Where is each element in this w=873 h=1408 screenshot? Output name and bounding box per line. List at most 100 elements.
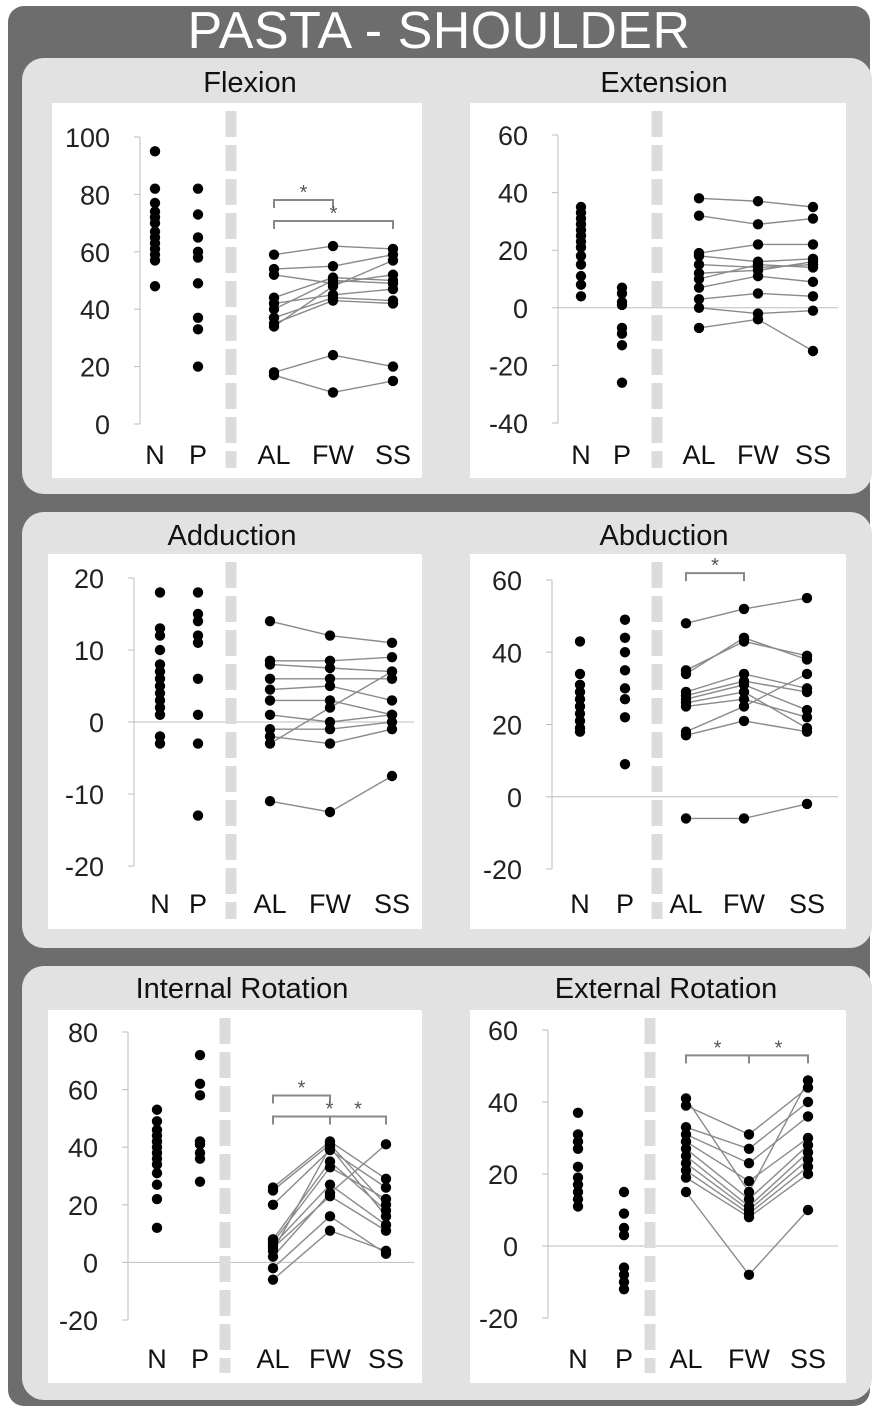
plot-area: [48, 1010, 422, 1383]
data-point-fw: [324, 1179, 336, 1190]
y-tick-label: -20: [65, 852, 104, 882]
category-label-ss: SS: [375, 440, 411, 470]
category-label-ss: SS: [374, 889, 410, 919]
data-point-n: [154, 666, 166, 677]
y-tick-label: 0: [95, 410, 110, 440]
data-point-ss: [802, 1140, 814, 1151]
y-tick-label: 20: [68, 1191, 98, 1221]
chart-title: Extension: [600, 67, 727, 99]
data-point-ss: [802, 1096, 814, 1108]
data-point-p: [618, 1186, 630, 1198]
data-point-n: [574, 708, 586, 719]
data-point-al: [267, 1274, 279, 1285]
data-point-al: [693, 250, 705, 262]
data-point-p: [618, 1276, 630, 1288]
chart-title: Internal Rotation: [136, 973, 349, 1005]
significance-bracket: [273, 220, 394, 230]
data-point-fw: [752, 288, 764, 299]
data-point-fw: [324, 702, 336, 713]
data-point-ss: [802, 1154, 814, 1165]
data-point-p: [192, 616, 204, 627]
category-label-p: P: [189, 889, 207, 919]
data-point-n: [154, 623, 166, 634]
data-point-n: [149, 217, 161, 229]
data-point-fw: [743, 1158, 755, 1169]
data-point-ss: [387, 298, 399, 309]
y-tick-label: 100: [65, 123, 110, 153]
category-label-ss: SS: [368, 1344, 404, 1374]
data-point-n: [151, 1167, 163, 1179]
y-tick-label: 10: [74, 636, 104, 666]
data-point-n: [151, 1222, 163, 1234]
chart-title: External Rotation: [555, 973, 777, 1005]
y-tick-label: 80: [68, 1018, 98, 1048]
data-point-ss: [386, 637, 398, 648]
data-point-fw: [324, 680, 336, 692]
y-tick-label: -20: [483, 855, 522, 885]
data-point-n: [575, 279, 587, 290]
category-label-n: N: [571, 440, 591, 470]
y-tick-label: 40: [80, 295, 110, 325]
data-point-al: [264, 616, 276, 627]
data-point-fw: [738, 686, 750, 698]
data-point-p: [192, 608, 204, 620]
data-point-fw: [743, 1194, 755, 1205]
category-label-ss: SS: [790, 1344, 826, 1374]
data-point-al: [680, 1129, 692, 1140]
data-point-ss: [802, 1168, 814, 1180]
data-point-al: [268, 321, 280, 332]
data-point-ss: [807, 305, 819, 316]
data-point-fw: [752, 196, 764, 207]
data-point-n: [572, 1136, 584, 1147]
data-point-al: [268, 370, 280, 381]
data-point-al: [264, 796, 276, 807]
y-tick-label: 60: [492, 566, 522, 596]
data-point-p: [192, 252, 204, 263]
data-point-p: [194, 1090, 206, 1101]
data-point-p: [192, 630, 204, 641]
data-point-al: [693, 273, 705, 285]
data-point-n: [572, 1107, 584, 1119]
data-point-p: [192, 810, 204, 821]
y-tick-label: -20: [489, 351, 528, 381]
data-point-fw: [324, 738, 336, 749]
data-point-al: [693, 210, 705, 221]
data-point-p: [192, 324, 204, 335]
data-point-fw: [743, 1143, 755, 1155]
data-point-ss: [807, 262, 819, 273]
data-point-p: [192, 361, 204, 372]
data-point-p: [618, 1222, 630, 1234]
data-point-p: [619, 683, 631, 694]
data-point-al: [693, 302, 705, 313]
data-point-al: [268, 249, 280, 260]
data-point-n: [154, 587, 166, 598]
data-point-ss: [807, 345, 819, 357]
data-point-fw: [743, 1176, 755, 1187]
data-point-fw: [752, 239, 764, 250]
y-tick-label: 0: [507, 783, 522, 813]
data-point-ss: [801, 592, 813, 604]
category-label-fw: FW: [309, 889, 351, 919]
data-point-ss: [380, 1225, 392, 1236]
data-point-p: [192, 209, 204, 220]
data-point-p: [618, 1208, 630, 1219]
data-point-p: [192, 232, 204, 243]
category-label-ss: SS: [789, 889, 825, 919]
data-point-n: [575, 270, 587, 282]
data-point-n: [574, 686, 586, 698]
data-point-n: [149, 183, 161, 194]
data-point-ss: [386, 716, 398, 728]
data-point-n: [574, 668, 586, 680]
plot-area: [52, 103, 422, 478]
category-label-fw: FW: [728, 1344, 770, 1374]
data-point-ss: [801, 686, 813, 698]
data-point-al: [264, 673, 276, 684]
data-point-p: [619, 712, 631, 723]
y-tick-label: 20: [80, 353, 110, 383]
category-label-p: P: [615, 1344, 633, 1374]
data-point-n: [572, 1194, 584, 1205]
data-point-fw: [324, 630, 336, 641]
chart-external-rotation: External Rotation 60 40 20 0 -20 N P AL FW SS * *: [470, 973, 846, 1383]
significance-bracket: [748, 1054, 809, 1064]
